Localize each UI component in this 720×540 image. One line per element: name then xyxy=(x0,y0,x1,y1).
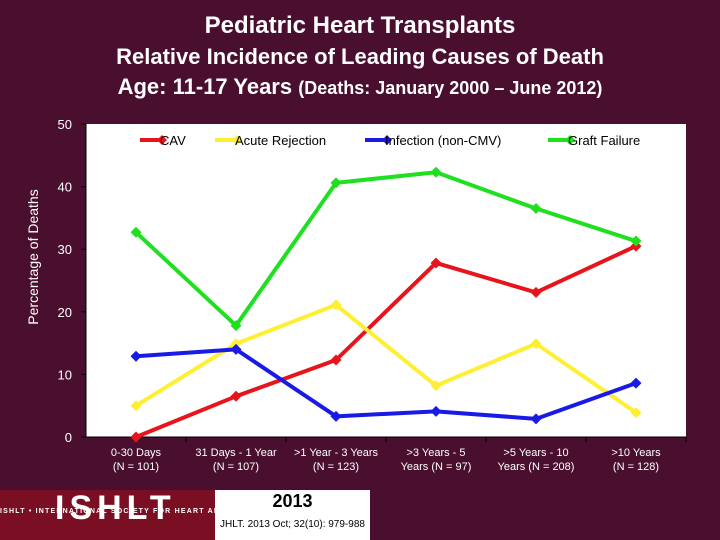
data-point-graft-failure xyxy=(130,226,142,238)
data-point-infection-non-cmv xyxy=(430,405,442,417)
y-tick-label: 10 xyxy=(58,367,72,382)
x-tick-label-n: (N = 128) xyxy=(613,461,659,473)
ishlt-logo-subtitle: ISHLT • INTERNATIONAL SOCIETY FOR HEART … xyxy=(0,508,344,515)
x-tick-label: 31 Days - 1 Year xyxy=(195,447,277,459)
legend-label: Acute Rejection xyxy=(235,133,326,148)
x-tick-label-n: Years (N = 208) xyxy=(498,461,575,473)
legend-item-infection-non-cmv: Infection (non-CMV) xyxy=(365,133,501,148)
legend-marker xyxy=(157,135,167,145)
data-point-infection-non-cmv xyxy=(330,410,342,422)
legend-marker xyxy=(382,135,392,145)
x-tick-label-n: (N = 107) xyxy=(213,461,259,473)
x-tick-label-n: (N = 101) xyxy=(113,461,159,473)
series-line-infection-non-cmv xyxy=(135,347,637,421)
series-group xyxy=(130,166,642,443)
chart-title: Pediatric Heart Transplants xyxy=(204,12,516,39)
plot-area xyxy=(86,124,686,437)
legend: CAV Acute Rejection Infection (non-CMV) Gra… xyxy=(140,133,640,148)
data-point-graft-failure xyxy=(330,177,342,189)
legend-item-acute-rejection: Acute Rejection xyxy=(215,133,326,148)
citation-box: 2013 JHLT. 2013 Oct; 32(10): 979-988 xyxy=(215,490,370,540)
data-point-cav xyxy=(230,390,242,402)
y-tick-label: 30 xyxy=(58,242,72,257)
data-point-infection-non-cmv xyxy=(530,413,542,425)
x-tick-label-n: Years (N = 97) xyxy=(401,461,472,473)
data-point-acute-rejection xyxy=(630,407,642,419)
data-point-infection-non-cmv xyxy=(630,377,642,389)
x-tick-label: >3 Years - 5 xyxy=(406,447,465,459)
data-point-graft-failure xyxy=(430,166,442,178)
legend-item-cav: CAV xyxy=(140,133,186,148)
x-axis: 0-30 Days (N = 101) 31 Days - 1 Year (N = 1… xyxy=(86,436,687,473)
ishlt-logo-bg xyxy=(0,490,215,540)
x-tick-label-n: (N = 123) xyxy=(313,461,359,473)
y-tick-label: 50 xyxy=(58,117,72,132)
series-line-cav xyxy=(135,244,637,439)
data-point-cav xyxy=(330,354,342,366)
y-tick-label: 40 xyxy=(58,180,72,195)
data-point-cav xyxy=(530,286,542,298)
data-point-cav xyxy=(430,257,442,269)
y-axis: 0 10 20 30 40 50 xyxy=(58,117,87,445)
legend-label: Infection (non-CMV) xyxy=(385,133,501,148)
x-tick-label: >10 Years xyxy=(611,447,661,459)
series-line-acute-rejection xyxy=(134,302,638,415)
y-tick-label: 20 xyxy=(58,305,72,320)
title-block: Pediatric Heart Transplants Relative Inc… xyxy=(0,10,720,103)
series-line-graft-failure xyxy=(134,170,637,328)
deaths-period: (Deaths: January 2000 – June 2012) xyxy=(298,78,603,98)
y-tick-label: 0 xyxy=(65,430,72,445)
legend-label: CAV xyxy=(160,133,186,148)
data-point-cav xyxy=(130,431,142,443)
data-point-infection-non-cmv xyxy=(230,343,242,355)
data-point-graft-failure xyxy=(530,203,542,215)
data-point-acute-rejection xyxy=(130,400,142,412)
x-tick-label: 0-30 Days xyxy=(111,447,162,459)
legend-item-graft-failure: Graft Failure xyxy=(548,133,640,148)
data-point-acute-rejection xyxy=(330,299,342,311)
data-point-graft-failure xyxy=(230,320,242,332)
line-chart: CAV Acute Rejection Infection (non-CMV) Gra… xyxy=(25,117,687,473)
data-point-acute-rejection xyxy=(230,338,242,350)
data-point-acute-rejection xyxy=(530,338,542,350)
ishlt-logo: ISHLT xyxy=(55,489,176,527)
chart-subtitle: Relative Incidence of Leading Causes of … xyxy=(116,44,604,69)
chart-subtitle-age: Age: 11-17 Years (Deaths: January 2000 –… xyxy=(0,72,720,103)
legend-marker xyxy=(232,135,242,145)
x-tick-label: >1 Year - 3 Years xyxy=(294,447,379,459)
data-point-acute-rejection xyxy=(430,380,442,392)
data-point-infection-non-cmv xyxy=(130,350,142,362)
legend-label: Graft Failure xyxy=(568,133,640,148)
y-axis-label: Percentage of Deaths xyxy=(25,189,41,324)
year-label: 2013 xyxy=(272,491,313,511)
age-range: Age: 11-17 Years xyxy=(117,74,293,99)
legend-marker xyxy=(565,135,575,145)
x-tick-label: >5 Years - 10 xyxy=(503,447,568,459)
data-point-graft-failure xyxy=(630,235,642,247)
citation: JHLT. 2013 Oct; 32(10): 979-988 xyxy=(220,519,365,530)
